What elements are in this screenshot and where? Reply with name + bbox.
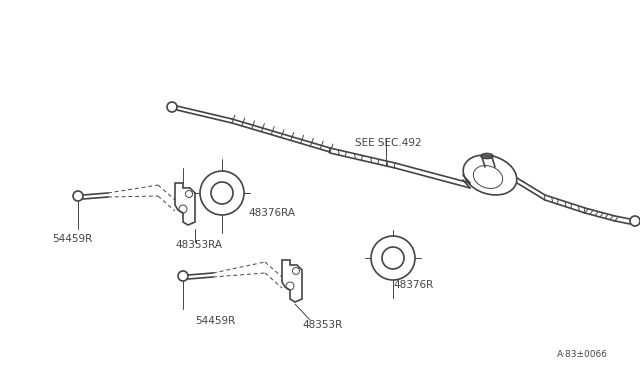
Text: 48376R: 48376R	[393, 280, 433, 290]
Text: 54459R: 54459R	[52, 234, 92, 244]
Text: 48376RA: 48376RA	[248, 208, 295, 218]
Text: 54459R: 54459R	[195, 316, 236, 326]
Text: SEE SEC.492: SEE SEC.492	[355, 138, 422, 148]
Text: A·83±0066: A·83±0066	[557, 350, 608, 359]
Text: 48353RA: 48353RA	[175, 240, 222, 250]
Text: 48353R: 48353R	[302, 320, 342, 330]
